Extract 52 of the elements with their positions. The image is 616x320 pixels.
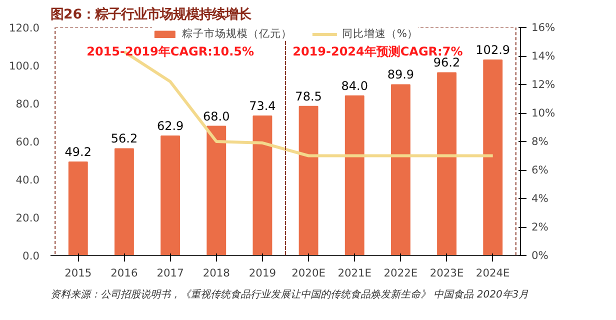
data-label: 78.5 <box>295 89 322 104</box>
text: 资料来源：公司招股说明书，《重视传统食品行业发展让中国的传统食品焕发新生命》 中国食品 2020年3月 <box>50 288 529 300</box>
y-tick-label: 120.0 <box>8 22 40 34</box>
x-tick-label: 2016 <box>110 266 138 280</box>
bar <box>483 59 503 256</box>
data-label: 56.2 <box>110 132 138 146</box>
x-tick-label: 2022E <box>384 266 418 280</box>
y2-tick-label: 0% <box>532 249 548 262</box>
x-tick-label: 2019 <box>248 266 276 280</box>
data-label: 102.9 <box>476 42 510 57</box>
chart-title: 图26：粽子行业市场规模持续增长 <box>50 6 252 22</box>
y-tick-label: 0.0 <box>22 250 40 262</box>
data-label: 96.2 <box>433 56 460 70</box>
bar <box>252 116 272 256</box>
y-tick-label: 40.0 <box>16 174 40 186</box>
y-tick-label: 80.0 <box>16 98 40 110</box>
y-tick-label: 60.0 <box>16 136 40 148</box>
y2-tick-label: 14% <box>532 50 556 62</box>
y2-tick-label: 8% <box>532 135 548 148</box>
y2-tick-label: 6% <box>532 164 548 176</box>
data-label: 68.0 <box>203 109 230 124</box>
y-tick-label: 20.0 <box>16 212 40 224</box>
legend-label: 粽子市场规模（亿元） <box>182 27 292 41</box>
x-tick-label: 2018 <box>202 266 230 280</box>
bar <box>160 135 180 256</box>
y2-tick-label: 16% <box>532 21 556 34</box>
y2-tick-label: 10% <box>532 106 556 120</box>
bar <box>68 162 88 256</box>
y2-tick-label: 2% <box>532 220 548 234</box>
x-tick-label: 2023E <box>430 266 464 280</box>
legend-label: 同比增速（%） <box>342 27 418 41</box>
data-label: 62.9 <box>156 118 184 133</box>
y2-tick-label: 4% <box>532 192 548 205</box>
bar <box>114 148 134 256</box>
bar <box>206 126 226 256</box>
annotation: 2019-2024年预测CAGR:7% <box>292 44 463 58</box>
bar <box>390 84 410 256</box>
data-label: 89.9 <box>387 68 414 82</box>
annotation: 2015-2019年CAGR:10.5% <box>86 44 254 58</box>
x-tick-label: 2021E <box>338 266 372 280</box>
x-tick-label: 2024E <box>476 266 510 280</box>
data-label: 73.4 <box>249 99 276 114</box>
y2-tick-label: 12% <box>532 78 556 91</box>
bar <box>344 95 364 256</box>
y-tick-label: 100.0 <box>8 60 40 72</box>
x-tick-label: 2017 <box>156 266 184 280</box>
data-label: 49.2 <box>64 145 92 160</box>
x-tick-label: 2015 <box>64 266 92 280</box>
bar <box>437 72 456 256</box>
x-tick-label: 2020E <box>292 266 326 280</box>
bar <box>298 106 318 256</box>
data-label: 84.0 <box>341 78 368 93</box>
